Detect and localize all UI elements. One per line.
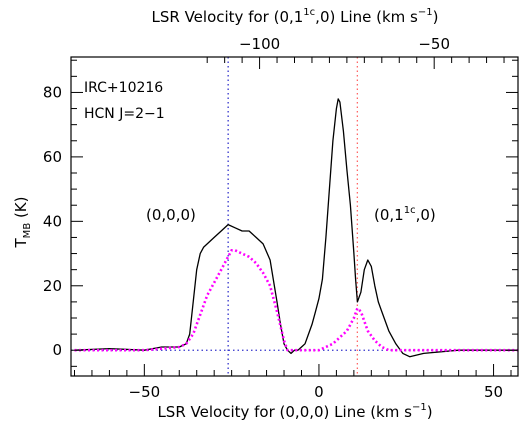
- y-tick-label: 60: [43, 148, 62, 166]
- peak-label-left: (0,0,0): [146, 206, 196, 224]
- x-tick-label: 50: [484, 383, 503, 401]
- y-tick-label: 80: [43, 83, 62, 101]
- source-annotation: IRC+10216: [84, 80, 163, 96]
- x-axis-label: LSR Velocity for (0,0,0) Line (km s−1): [157, 402, 432, 421]
- x-tick-label: −50: [129, 383, 161, 401]
- y-tick-label: 20: [43, 277, 62, 295]
- x-tick-label: 0: [314, 383, 324, 401]
- y-tick-label: 40: [43, 212, 62, 230]
- plot-frame: [70, 56, 519, 377]
- peak-label-right: (0,11c,0): [374, 205, 436, 224]
- y-tick-label: 0: [52, 341, 62, 359]
- series-line-1: [74, 249, 518, 352]
- x2-axis-label: LSR Velocity for (0,11c,0) Line (km s−1): [152, 7, 439, 26]
- x2-tick-label: −100: [239, 35, 280, 53]
- x2-tick-label: −50: [418, 35, 450, 53]
- series-line-0: [74, 98, 518, 358]
- transition-annotation: HCN J=2−1: [84, 106, 165, 122]
- y-axis-label: TMB (K): [12, 197, 33, 249]
